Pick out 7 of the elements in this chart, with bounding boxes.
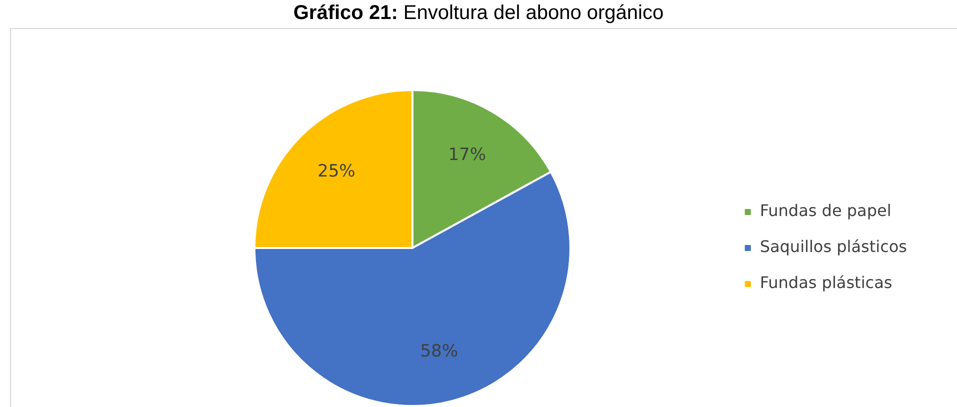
data-label: 17%	[448, 144, 486, 165]
data-label: 58%	[420, 341, 458, 362]
legend-label: Fundas plásticas	[760, 273, 892, 292]
chart-title: Gráfico 21: Envoltura del abono orgánico	[292, 1, 665, 26]
legend-label: Saquillos plásticos	[760, 237, 907, 256]
data-label: 25%	[318, 161, 356, 182]
legend-label: Fundas de papel	[760, 201, 892, 220]
